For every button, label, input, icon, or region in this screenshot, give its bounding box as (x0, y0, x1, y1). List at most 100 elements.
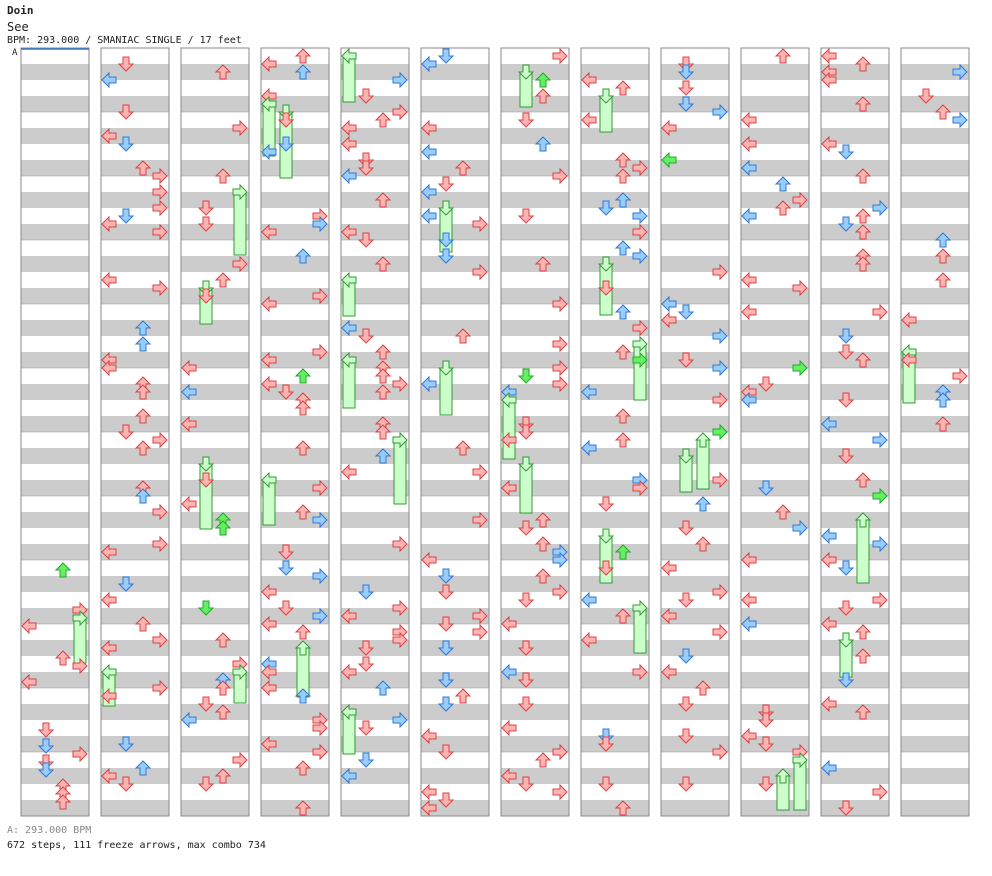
up-arrow-icon (134, 616, 152, 632)
beat-stripe (341, 544, 409, 560)
right-arrow-icon (72, 745, 88, 763)
beat-stripe (261, 512, 329, 528)
left-arrow-icon (261, 583, 277, 601)
down-arrow-icon (277, 544, 295, 560)
right-arrow-icon (152, 535, 168, 553)
left-arrow-icon (21, 673, 37, 691)
beat-stripe (101, 800, 169, 816)
beat-stripe (341, 672, 409, 688)
beat-stripe (901, 256, 969, 272)
up-arrow-icon (774, 768, 792, 784)
up-arrow-icon (934, 392, 952, 408)
right-arrow-icon (952, 111, 968, 129)
up-arrow-icon (294, 440, 312, 456)
right-arrow-icon (792, 519, 808, 537)
up-arrow-icon (934, 272, 952, 288)
beat-stripe (181, 480, 249, 496)
beat-stripe (501, 512, 569, 528)
beat-stripe (581, 160, 649, 176)
down-arrow-icon (757, 736, 775, 752)
down-arrow-icon (837, 144, 855, 160)
up-arrow-icon (134, 384, 152, 400)
down-arrow-icon (117, 208, 135, 224)
beat-stripe (661, 64, 729, 80)
down-arrow-icon (597, 776, 615, 792)
left-arrow-icon (101, 71, 117, 89)
beat-stripe (741, 768, 809, 784)
down-arrow-icon (437, 248, 455, 264)
up-arrow-icon (374, 256, 392, 272)
down-arrow-icon (597, 256, 615, 272)
beat-stripe (181, 672, 249, 688)
beat-stripe (341, 288, 409, 304)
up-arrow-icon (294, 368, 312, 384)
beat-stripe (821, 608, 889, 624)
beat-stripe (21, 352, 89, 368)
beat-stripe (341, 96, 409, 112)
beat-stripe (341, 768, 409, 784)
beat-stripe (581, 544, 649, 560)
beat-stripe (581, 96, 649, 112)
beat-stripe (21, 160, 89, 176)
down-arrow-icon (437, 744, 455, 760)
left-arrow-icon (421, 799, 437, 817)
beat-stripe (661, 480, 729, 496)
up-arrow-icon (54, 562, 72, 578)
beat-stripe (261, 608, 329, 624)
down-arrow-icon (197, 776, 215, 792)
left-arrow-icon (581, 631, 597, 649)
right-arrow-icon (952, 367, 968, 385)
right-arrow-icon (392, 711, 408, 729)
beat-stripe (501, 736, 569, 752)
left-arrow-icon (821, 551, 837, 569)
right-arrow-icon (232, 663, 248, 681)
beat-stripe (901, 704, 969, 720)
chart-column (260, 47, 330, 817)
beat-stripe (821, 320, 889, 336)
down-arrow-icon (197, 696, 215, 712)
up-arrow-icon (534, 88, 552, 104)
up-arrow-icon (134, 760, 152, 776)
down-arrow-icon (517, 456, 535, 472)
beat-stripe (661, 224, 729, 240)
right-arrow-icon (632, 351, 648, 369)
beat-stripe (341, 800, 409, 816)
beat-stripe (661, 448, 729, 464)
beat-stripe (741, 576, 809, 592)
beat-stripe (901, 288, 969, 304)
up-arrow-icon (534, 752, 552, 768)
up-arrow-icon (54, 794, 72, 810)
left-arrow-icon (261, 351, 277, 369)
left-arrow-icon (821, 527, 837, 545)
beat-stripe (181, 256, 249, 272)
beat-stripe (21, 288, 89, 304)
left-arrow-icon (421, 727, 437, 745)
left-arrow-icon (341, 351, 357, 369)
beat-stripe (101, 160, 169, 176)
left-arrow-icon (261, 55, 277, 73)
down-arrow-icon (437, 48, 455, 64)
down-arrow-icon (677, 64, 695, 80)
up-arrow-icon (294, 64, 312, 80)
up-arrow-icon (614, 544, 632, 560)
up-arrow-icon (934, 104, 952, 120)
left-arrow-icon (501, 719, 517, 737)
left-arrow-icon (101, 127, 117, 145)
beat-stripe (901, 576, 969, 592)
right-arrow-icon (712, 327, 728, 345)
down-arrow-icon (837, 328, 855, 344)
beat-stripe (21, 704, 89, 720)
right-arrow-icon (312, 215, 328, 233)
left-arrow-icon (421, 183, 437, 201)
beat-stripe (501, 224, 569, 240)
beat-stripe (261, 352, 329, 368)
freeze-arrow-body (502, 399, 516, 460)
down-arrow-icon (677, 304, 695, 320)
beat-stripe (501, 768, 569, 784)
left-arrow-icon (181, 415, 197, 433)
chart-column (740, 47, 810, 817)
beat-stripe (261, 288, 329, 304)
beat-stripe (741, 352, 809, 368)
left-arrow-icon (741, 207, 757, 225)
beat-stripe (181, 288, 249, 304)
